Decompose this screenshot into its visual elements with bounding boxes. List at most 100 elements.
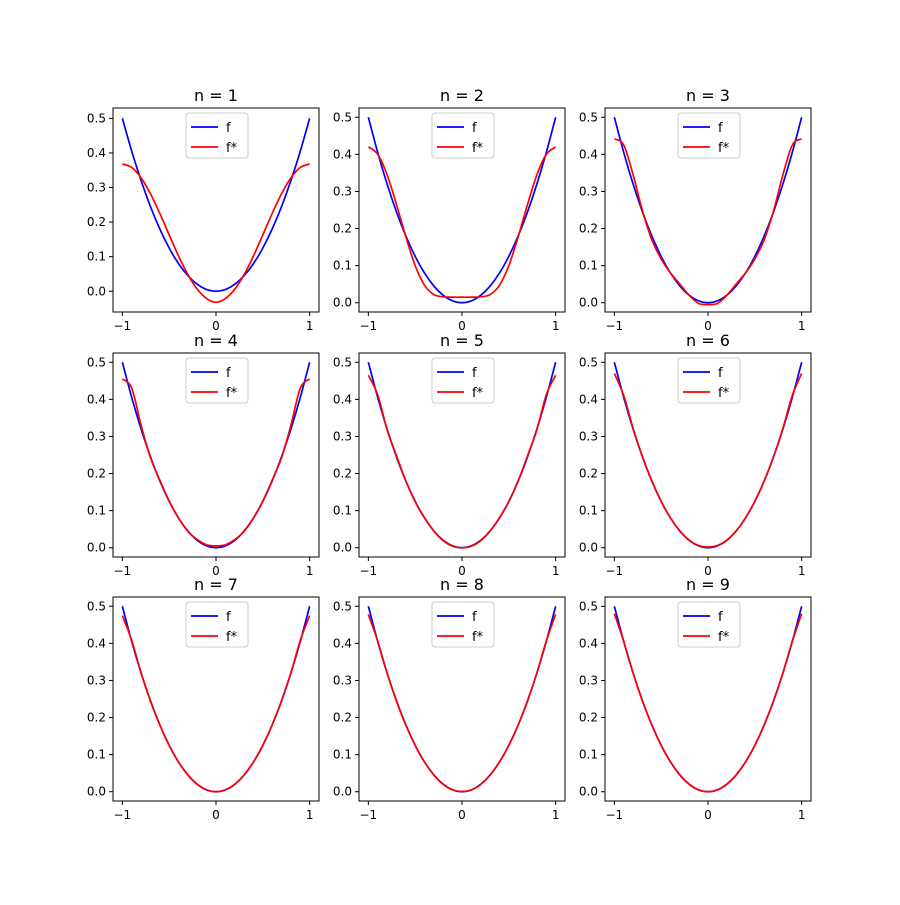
series-line-f-star [613,373,803,548]
x-tick-label: −1 [606,564,624,578]
legend: f f* [677,601,741,648]
legend-label: f* [718,630,730,645]
y-tick-label: 0.0 [579,785,598,799]
legend-label: f* [226,630,238,645]
series-line-f-star [613,613,803,793]
y-tick-label: 0.3 [87,673,106,687]
subplot-title: n = 9 [686,575,730,594]
legend: f f* [431,112,495,159]
y-tick-label: 0.3 [333,184,352,198]
y-tick-label: 0.0 [87,541,106,555]
series-line-f-star [367,374,557,549]
x-tick-label: 0 [704,319,712,333]
series-line-f-star [122,163,310,304]
y-tick-label: 0.1 [333,504,352,518]
y-tick-label: 0.3 [87,429,106,443]
y-tick-label: 0.3 [333,429,352,443]
y-tick-label: 0.1 [579,504,598,518]
legend-label: f [226,366,231,381]
legend-box [185,357,249,404]
legend-box [431,601,495,648]
y-tick-label: 0.0 [87,284,106,298]
x-tick-label: 0 [704,564,712,578]
x-tick-label: −1 [606,319,624,333]
x-tick-label: 0 [212,319,220,333]
x-tick-label: −1 [360,564,378,578]
x-tick-label: 1 [798,319,806,333]
legend-label: f* [226,141,238,156]
legend-box [677,601,741,648]
y-tick-label: 0.2 [333,467,352,481]
legend-box [677,112,741,159]
y-tick-label: 0.4 [333,147,352,161]
x-tick-label: 1 [798,808,806,822]
subplot: n = 1 −1 0 1 0.0 0.1 0.2 0.3 0.4 0.5 f f* [87,86,320,333]
y-tick-label: 0.1 [333,259,352,273]
y-tick-label: 0.5 [87,111,106,125]
x-tick-label: 1 [552,808,560,822]
y-tick-label: 0.4 [87,636,106,650]
y-tick-label: 0.5 [333,355,352,369]
subplot: n = 6 −1 0 1 0.0 0.1 0.2 0.3 0.4 0.5 f f* [579,331,812,578]
y-tick-label: 0.2 [87,711,106,725]
y-tick-label: 0.4 [333,636,352,650]
x-tick-label: 1 [306,808,314,822]
series-line-f-star [367,146,557,299]
legend-label: f [472,610,477,625]
legend-label: f [226,121,231,136]
y-tick-label: 0.5 [579,355,598,369]
legend-label: f* [472,630,484,645]
legend-box [677,357,741,404]
legend-label: f [472,366,477,381]
legend-label: f [718,366,723,381]
subplot-title: n = 6 [686,331,730,350]
series-line-f-star [121,615,311,793]
legend-label: f* [472,386,484,401]
legend-label: f [472,121,477,136]
legend-box [185,601,249,648]
subplot: n = 7 −1 0 1 0.0 0.1 0.2 0.3 0.4 0.5 f f* [87,575,320,822]
subplot: n = 8 −1 0 1 0.0 0.1 0.2 0.3 0.4 0.5 f f* [333,575,566,822]
y-tick-label: 0.1 [579,748,598,762]
legend-label: f* [718,141,730,156]
y-tick-label: 0.5 [579,599,598,613]
subplot-title: n = 4 [194,331,238,350]
x-tick-label: −1 [114,319,132,333]
x-tick-label: 0 [458,319,466,333]
series-line-f [367,117,557,304]
legend-label: f* [472,141,484,156]
x-tick-label: 1 [306,319,314,333]
series-line-f-star [367,614,557,793]
subplot-title: n = 7 [194,575,238,594]
legend-label: f [226,610,231,625]
legend-box [431,357,495,404]
subplot: n = 4 −1 0 1 0.0 0.1 0.2 0.3 0.4 0.5 f f* [87,331,320,578]
legend-box [431,112,495,159]
x-tick-label: 1 [552,564,560,578]
y-tick-label: 0.4 [579,636,598,650]
y-tick-label: 0.2 [87,215,106,229]
y-tick-label: 0.5 [579,110,598,124]
subplot-title: n = 3 [686,86,730,105]
legend-label: f [718,121,723,136]
x-tick-label: −1 [360,808,378,822]
y-tick-label: 0.1 [87,504,106,518]
y-tick-label: 0.5 [87,355,106,369]
x-tick-label: 0 [458,564,466,578]
series-line-f-star [613,138,803,306]
legend: f f* [431,357,495,404]
y-tick-label: 0.0 [87,785,106,799]
y-tick-label: 0.3 [87,181,106,195]
legend: f f* [677,357,741,404]
y-tick-label: 0.3 [333,673,352,687]
subplot-title: n = 8 [440,575,484,594]
x-tick-label: −1 [114,564,132,578]
legend-label: f [718,610,723,625]
subplot-title: n = 5 [440,331,484,350]
y-tick-label: 0.5 [87,599,106,613]
legend: f f* [431,601,495,648]
x-tick-label: −1 [114,808,132,822]
y-tick-label: 0.3 [579,673,598,687]
